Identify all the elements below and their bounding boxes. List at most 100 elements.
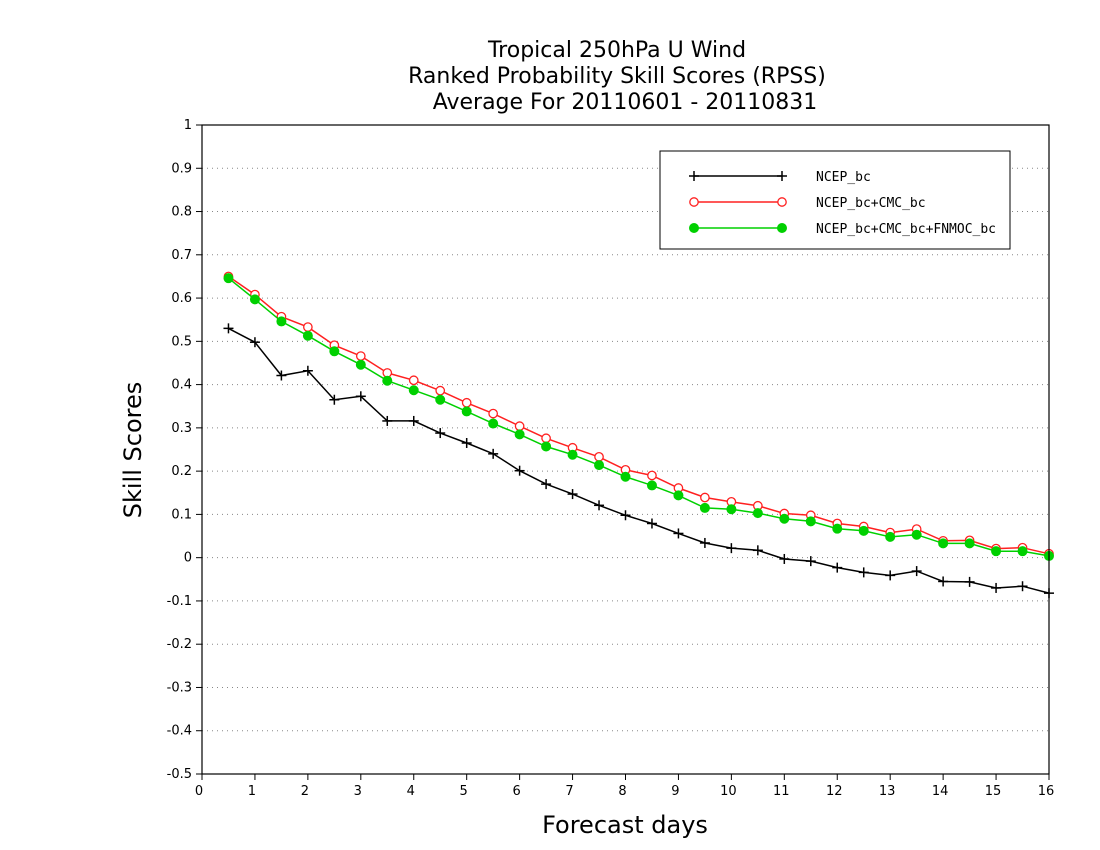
x-tick-label: 8: [618, 784, 626, 799]
data-point: [646, 518, 657, 529]
legend-box: [659, 150, 1011, 250]
legend-items: NCEP_bc NCEP_bc+CMC_bc NCEP_bc+CMC_bc+FNMO…: [689, 170, 996, 237]
data-point: [779, 553, 790, 564]
x-tick-label: 12: [826, 784, 843, 799]
data-point: [911, 529, 922, 540]
y-tick-label: 0.7: [171, 248, 192, 263]
data-point: [435, 394, 446, 405]
data-point: [382, 415, 393, 426]
data-point: [885, 531, 896, 542]
x-axis-ticks: 0 1 2 3 4 5 6 7 8 9 10 11 12 13 14 15 16: [195, 774, 1054, 799]
data-point: [461, 406, 472, 417]
x-tick-label: 9: [671, 784, 679, 799]
data-point: [991, 582, 1002, 593]
data-point: [461, 397, 472, 408]
legend-marker: [689, 223, 699, 233]
data-point: [514, 429, 525, 440]
y-tick-label: -0.3: [167, 680, 192, 695]
data-point: [541, 441, 552, 452]
data-point: [858, 567, 869, 578]
data-point: [514, 421, 525, 431]
legend-item: NCEP_bc+CMC_bc: [689, 196, 926, 211]
y-tick-label: 0.4: [171, 378, 192, 393]
series-layer: [223, 271, 1054, 599]
series-line: [228, 327, 1050, 594]
data-point: [700, 492, 710, 503]
legend-item: NCEP_bc: [689, 170, 871, 185]
x-tick-label: 4: [407, 784, 415, 799]
chart-title-line-1: Tropical 250hPa U Wind: [487, 38, 746, 63]
data-point: [646, 480, 657, 491]
data-point: [964, 538, 975, 549]
x-tick-label: 14: [932, 784, 949, 799]
data-point: [567, 449, 578, 460]
data-point: [911, 566, 922, 577]
data-point: [620, 471, 631, 482]
data-point: [620, 510, 631, 521]
legend-marker: [777, 223, 787, 233]
series-line: [228, 275, 1050, 555]
data-point: [594, 452, 604, 462]
legend-marker: [689, 197, 699, 207]
data-point: [567, 489, 578, 500]
data-point: [805, 516, 816, 527]
data-point: [805, 556, 816, 567]
x-tick-label: 3: [354, 784, 362, 799]
series-1: [223, 271, 1054, 559]
y-tick-label: 0.6: [171, 291, 192, 306]
data-point: [276, 370, 287, 381]
y-tick-label: 0.2: [171, 464, 192, 479]
data-point: [647, 470, 657, 481]
x-tick-label: 6: [512, 784, 520, 799]
x-tick-label: 10: [720, 784, 737, 799]
data-point: [541, 433, 551, 444]
legend-label: NCEP_bc+CMC_bc+FNMOC_bc: [816, 222, 996, 237]
data-point: [726, 543, 737, 554]
data-point: [885, 570, 896, 581]
data-point: [488, 408, 499, 419]
data-point: [408, 415, 419, 426]
y-tick-label: 0.9: [171, 161, 192, 176]
data-point: [355, 351, 366, 361]
legend-marker: [777, 171, 787, 181]
data-point: [435, 428, 446, 439]
data-point: [938, 538, 949, 549]
x-tick-label: 1: [248, 784, 256, 799]
x-tick-label: 2: [301, 784, 309, 799]
data-point: [408, 375, 419, 386]
legend-label: NCEP_bc+CMC_bc: [816, 196, 926, 211]
x-tick-label: 5: [460, 784, 468, 799]
data-point: [302, 365, 313, 376]
x-axis-label: Forecast days: [542, 811, 708, 839]
data-point: [249, 337, 260, 348]
y-axis-ticks: -0.5 -0.4 -0.3 -0.2 -0.1 0 0.1 0.2 0.3 0.4 0.5 0.6 0…: [167, 118, 202, 782]
series-0: [223, 323, 1054, 599]
data-point: [699, 502, 710, 513]
data-point: [249, 294, 260, 305]
legend-label: NCEP_bc: [816, 170, 871, 185]
plot-frame: [201, 124, 1050, 775]
data-point: [752, 545, 763, 556]
x-tick-label: 0: [195, 784, 203, 799]
data-point: [223, 273, 234, 284]
data-point: [303, 322, 313, 332]
x-tick-label: 15: [985, 784, 1002, 799]
legend-marker: [777, 197, 787, 207]
legend-item: NCEP_bc+CMC_bc+FNMOC_bc: [689, 222, 996, 237]
data-point: [223, 323, 234, 334]
data-point: [382, 375, 393, 386]
y-tick-label: 1: [184, 118, 192, 133]
data-point: [991, 546, 1002, 557]
data-point: [355, 391, 366, 402]
data-point: [541, 479, 552, 490]
data-point: [752, 508, 763, 519]
series-line: [228, 277, 1050, 557]
y-tick-label: 0.8: [171, 205, 192, 220]
data-point: [435, 385, 446, 396]
data-point: [302, 330, 313, 341]
data-point: [594, 460, 605, 471]
series-2: [223, 273, 1054, 561]
y-tick-label: 0.1: [171, 507, 192, 522]
data-point: [779, 513, 790, 524]
